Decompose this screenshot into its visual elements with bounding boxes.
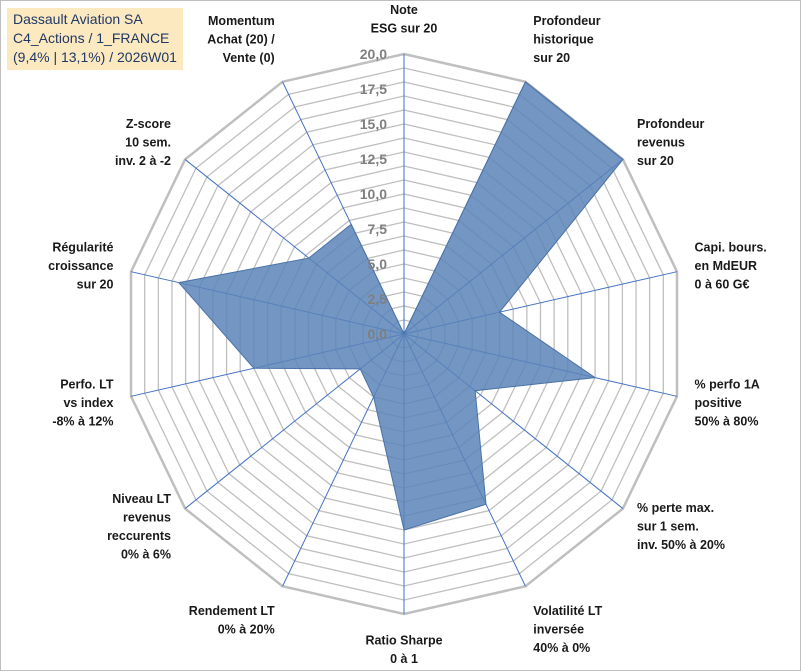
axis-label: % perfo 1A positive 50% à 80% (695, 378, 760, 429)
axis-label: Volatilité LT inversée 40% à 0% (533, 604, 602, 655)
axis-label: % perte max. sur 1 sem. inv. 50% à 20% (637, 501, 725, 552)
axis-label-line: 0% à 6% (121, 547, 171, 561)
axis-label: Note ESG sur 20 (371, 3, 438, 36)
axis-label: Niveau LT revenus reccurents 0% à 6% (107, 492, 171, 562)
radar-axis-labels: Note ESG sur 20 Profondeur historique sur 20… (48, 3, 767, 666)
radial-tick-label: 7,5 (368, 221, 388, 237)
radar-series-area (177, 80, 624, 531)
axis-label: Capi. bours. en MdEUR 0 à 60 G€ (695, 240, 767, 291)
axis-label-line: sur 1 sem. (637, 520, 699, 534)
axis-label-line: 40% à 0% (533, 641, 590, 655)
axis-label-line: sur 20 (533, 51, 570, 65)
axis-label: Rendement LT 0% à 20% (189, 604, 275, 637)
radial-tick-label: 5,0 (368, 256, 388, 272)
axis-label-line: inv. 50% à 20% (637, 538, 725, 552)
radar-tick-labels: 0,0 2,5 5,0 7,5 10,0 12,5 15,0 17,5 20,0 (360, 46, 387, 342)
axis-label: Régularité croissance sur 20 (48, 240, 113, 291)
radial-tick-label: 0,0 (368, 326, 388, 342)
axis-label-line: historique (533, 33, 593, 47)
axis-label: Perfo. LT vs index -8% à 12% (52, 378, 114, 429)
axis-label-line: Perfo. LT (60, 378, 114, 392)
axis-label-line: ESG sur 20 (371, 22, 438, 36)
axis-label-line: Profondeur (533, 14, 600, 28)
radial-tick-label: 15,0 (360, 116, 387, 132)
axis-label-line: Z-score (126, 117, 171, 131)
axis-label-line: reccurents (107, 529, 171, 543)
axis-label-line: 10 sem. (125, 135, 171, 149)
axis-label-line: sur 20 (637, 154, 674, 168)
axis-label-line: 0 à 1 (390, 652, 418, 666)
chart-title-line-1: Dassault Aviation SA (13, 11, 143, 27)
radial-tick-label: 20,0 (360, 46, 387, 62)
axis-label-line: inversée (533, 622, 584, 636)
chart-title-line-3: (9,4% | 13,1%) / 2026W01 (13, 49, 177, 65)
axis-label-line: croissance (48, 259, 113, 273)
radial-tick-label: 17,5 (360, 81, 387, 97)
axis-label-line: % perte max. (637, 501, 714, 515)
axis-label-line: Momentum (208, 14, 275, 28)
radial-tick-label: 12,5 (360, 151, 387, 167)
axis-label-line: positive (695, 396, 742, 410)
axis-label-line: Volatilité LT (533, 604, 602, 618)
axis-label-line: -8% à 12% (52, 415, 113, 429)
axis-label: Momentum Achat (20) / Vente (0) (207, 14, 275, 65)
axis-label-line: Note (390, 3, 418, 17)
chart-title-line-2: C4_Actions / 1_FRANCE (13, 30, 170, 46)
axis-label-line: vs index (63, 396, 113, 410)
axis-label-line: sur 20 (77, 277, 114, 291)
axis-label: Z-score 10 sem. inv. 2 à -2 (115, 117, 171, 168)
axis-label-line: revenus (637, 135, 685, 149)
axis-label-line: Ratio Sharpe (365, 634, 442, 648)
axis-label-line: Vente (0) (223, 51, 275, 65)
axis-label-line: inv. 2 à -2 (115, 154, 171, 168)
axis-label-line: Capi. bours. (695, 240, 767, 254)
axis-label-line: Niveau LT (112, 492, 171, 506)
radar-series (177, 80, 624, 531)
axis-label: Profondeur revenus sur 20 (637, 117, 704, 168)
radial-tick-label: 2,5 (368, 291, 388, 307)
axis-label-line: revenus (123, 510, 171, 524)
axis-label-line: 0% à 20% (218, 622, 275, 636)
radial-tick-label: 10,0 (360, 186, 387, 202)
axis-label-line: Profondeur (637, 117, 704, 131)
axis-label-line: % perfo 1A (695, 378, 760, 392)
axis-label-line: Achat (20) / (207, 33, 275, 47)
axis-label-line: Rendement LT (189, 604, 275, 618)
axis-label: Ratio Sharpe 0 à 1 (365, 634, 442, 667)
axis-label-line: en MdEUR (695, 259, 758, 273)
axis-label-line: 0 à 60 G€ (695, 277, 750, 291)
axis-label: Profondeur historique sur 20 (533, 14, 600, 65)
axis-label-line: 50% à 80% (695, 415, 759, 429)
chart-title-box: Dassault Aviation SA C4_Actions / 1_FRAN… (7, 8, 183, 70)
axis-label-line: Régularité (52, 240, 113, 254)
